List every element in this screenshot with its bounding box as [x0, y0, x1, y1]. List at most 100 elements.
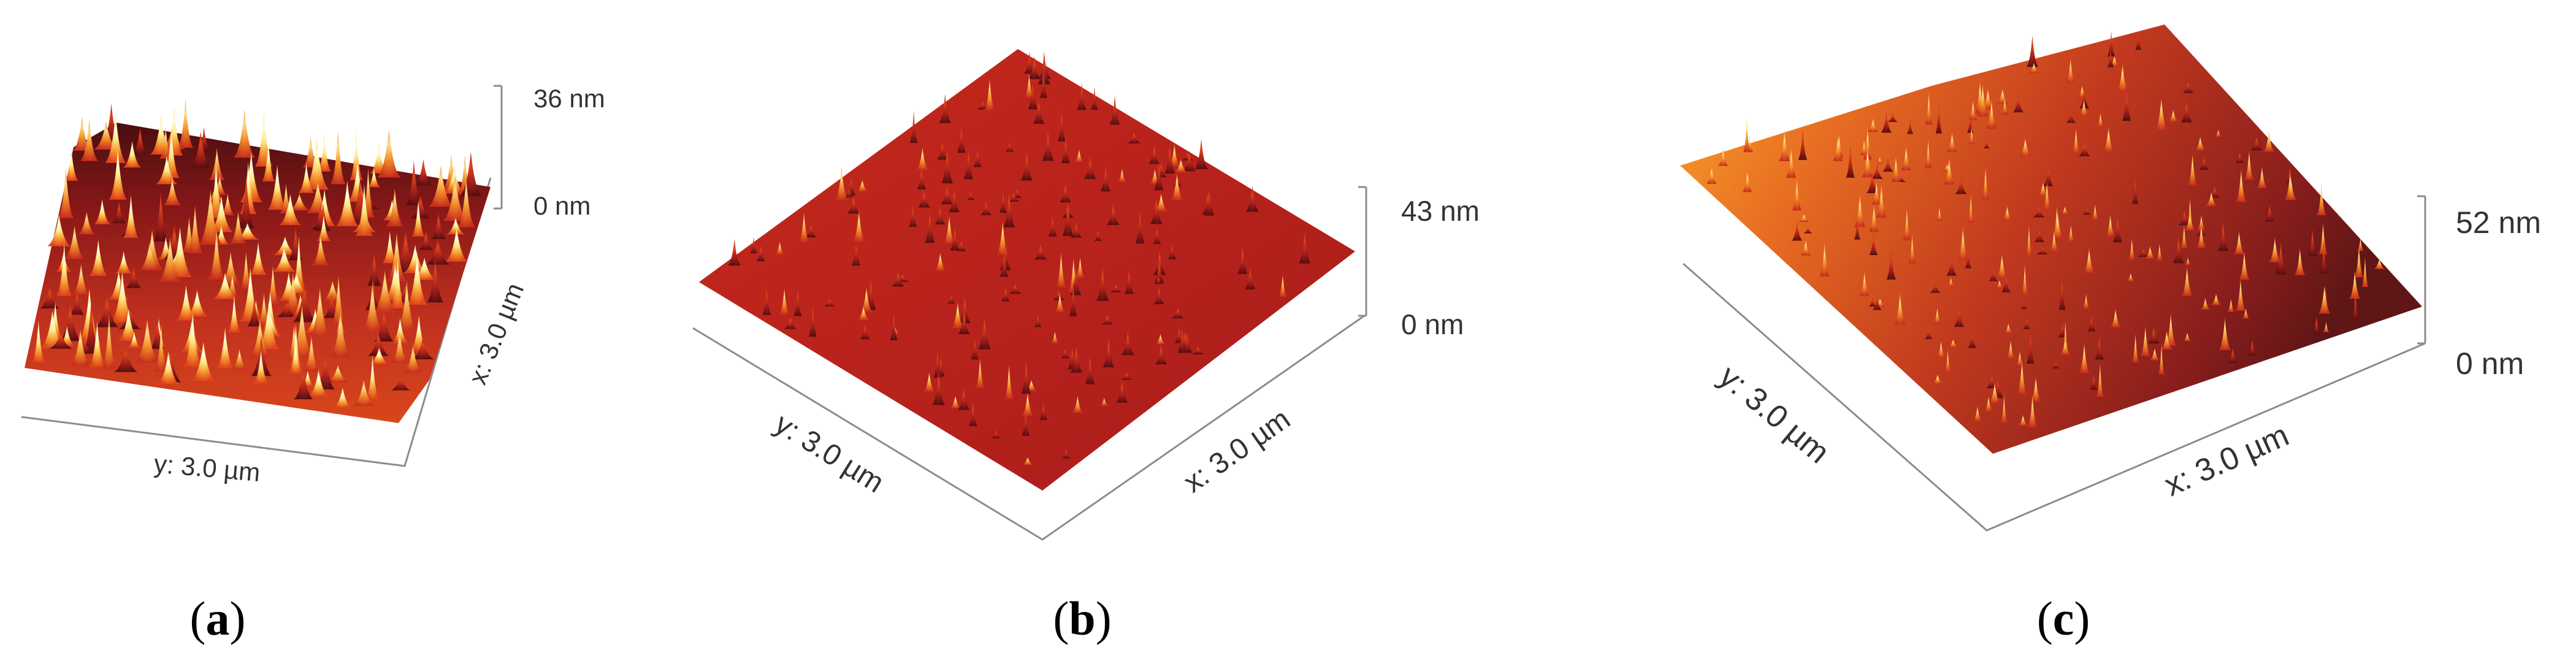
surface-peak — [1120, 372, 1133, 380]
surface-peak — [118, 308, 139, 342]
surface-peak — [808, 303, 817, 337]
surface-peak — [860, 287, 873, 312]
surface-peak — [240, 161, 257, 215]
surface-peak — [83, 300, 100, 354]
surface-peak — [1057, 108, 1066, 142]
surface-peak — [285, 272, 301, 311]
surface-peak — [1995, 280, 2004, 288]
surface-peak — [835, 166, 849, 201]
surface-peak — [1168, 242, 1177, 259]
surface-peak — [2096, 363, 2104, 397]
surface-peak — [2295, 248, 2306, 275]
panel-a-x-axis-label: x: 3.0 µm — [463, 279, 530, 389]
surface-peak — [966, 191, 975, 201]
surface-peak — [1867, 118, 1879, 132]
surface-peak — [2110, 308, 2121, 327]
surface-peak — [1155, 343, 1168, 365]
surface-peak — [1876, 156, 1883, 164]
surface-peak — [971, 337, 979, 360]
surface-peak — [750, 237, 758, 254]
surface-peak — [2197, 215, 2206, 231]
surface-peak — [1056, 252, 1066, 288]
surface-peak — [267, 165, 287, 210]
surface-peak — [47, 215, 71, 246]
surface-peak — [1109, 95, 1120, 125]
surface-peak — [316, 351, 335, 390]
surface-peak — [2250, 136, 2263, 150]
surface-peak — [391, 375, 410, 391]
surface-peak — [1862, 148, 1874, 178]
surface-peak — [824, 299, 835, 307]
surface-peak — [221, 193, 235, 215]
surface-peak — [72, 264, 90, 295]
surface-peak — [1055, 292, 1065, 312]
surface-peak — [1846, 144, 1855, 178]
surface-peak — [2027, 395, 2038, 427]
panel-a-z-min-label: 0 nm — [533, 191, 590, 220]
surface-peak — [2030, 376, 2041, 402]
surface-peak — [459, 151, 482, 196]
surface-peak — [2028, 63, 2039, 74]
surface-peak — [2361, 257, 2369, 288]
surface-peak — [2307, 228, 2317, 256]
surface-peak — [1925, 91, 1933, 125]
surface-peak — [410, 194, 430, 219]
surface-peak — [909, 110, 918, 143]
surface-peak — [1004, 364, 1014, 399]
surface-peak — [1074, 149, 1084, 162]
surface-peak — [373, 270, 396, 313]
panel-c-peaks — [1706, 31, 2386, 427]
surface-peak — [403, 245, 427, 273]
surface-peak — [968, 400, 977, 426]
surface-peak — [1935, 104, 1943, 134]
surface-peak — [2060, 206, 2069, 215]
surface-peak — [2049, 230, 2059, 252]
surface-peak — [1984, 396, 1993, 411]
surface-peak — [991, 429, 1001, 438]
surface-peak — [2020, 300, 2028, 309]
surface-peak — [445, 227, 468, 262]
surface-peak — [2019, 138, 2031, 157]
surface-peak — [40, 285, 59, 309]
surface-peak — [1153, 159, 1164, 191]
surface-peak — [2145, 246, 2155, 259]
surface-peak — [1906, 118, 1914, 134]
surface-peak — [1070, 345, 1083, 373]
surface-peak — [2004, 323, 2013, 334]
surface-peak — [1001, 286, 1011, 302]
surface-peak — [2269, 237, 2281, 262]
surface-peak — [1742, 170, 1752, 193]
surface-peak — [2131, 334, 2139, 363]
surface-peak — [2090, 373, 2098, 390]
panel-b: 43 nm 0 nm y: 3.0 µm x: 3.0 µm (b) — [692, 49, 1480, 645]
surface-peak — [1876, 184, 1887, 218]
surface-peak — [2026, 35, 2039, 67]
surface-peak — [2219, 318, 2231, 350]
surface-peak — [1100, 164, 1111, 192]
surface-peak — [56, 242, 72, 296]
surface-peak — [166, 107, 183, 156]
surface-peak — [382, 231, 397, 264]
surface-peak — [1096, 264, 1109, 301]
surface-peak — [304, 335, 319, 372]
surface-peak — [1786, 147, 1797, 178]
surface-peak — [2165, 313, 2177, 346]
surface-peak — [2021, 264, 2028, 296]
surface-peak — [2248, 338, 2257, 356]
surface-peak — [2274, 241, 2287, 275]
surface-peak — [2079, 100, 2089, 117]
surface-peak — [240, 267, 261, 322]
surface-peak — [2023, 316, 2031, 329]
surface-peak — [2079, 343, 2090, 373]
surface-peak — [331, 131, 346, 185]
surface-peak — [1886, 250, 1897, 280]
surface-peak — [272, 247, 296, 272]
surface-peak — [1191, 345, 1204, 354]
surface-peak — [999, 242, 1011, 270]
surface-peak — [1110, 283, 1122, 292]
surface-peak — [2043, 164, 2054, 186]
surface-peak — [176, 285, 196, 321]
surface-peak — [793, 287, 802, 316]
surface-peak — [262, 291, 279, 332]
surface-peak — [356, 184, 373, 236]
